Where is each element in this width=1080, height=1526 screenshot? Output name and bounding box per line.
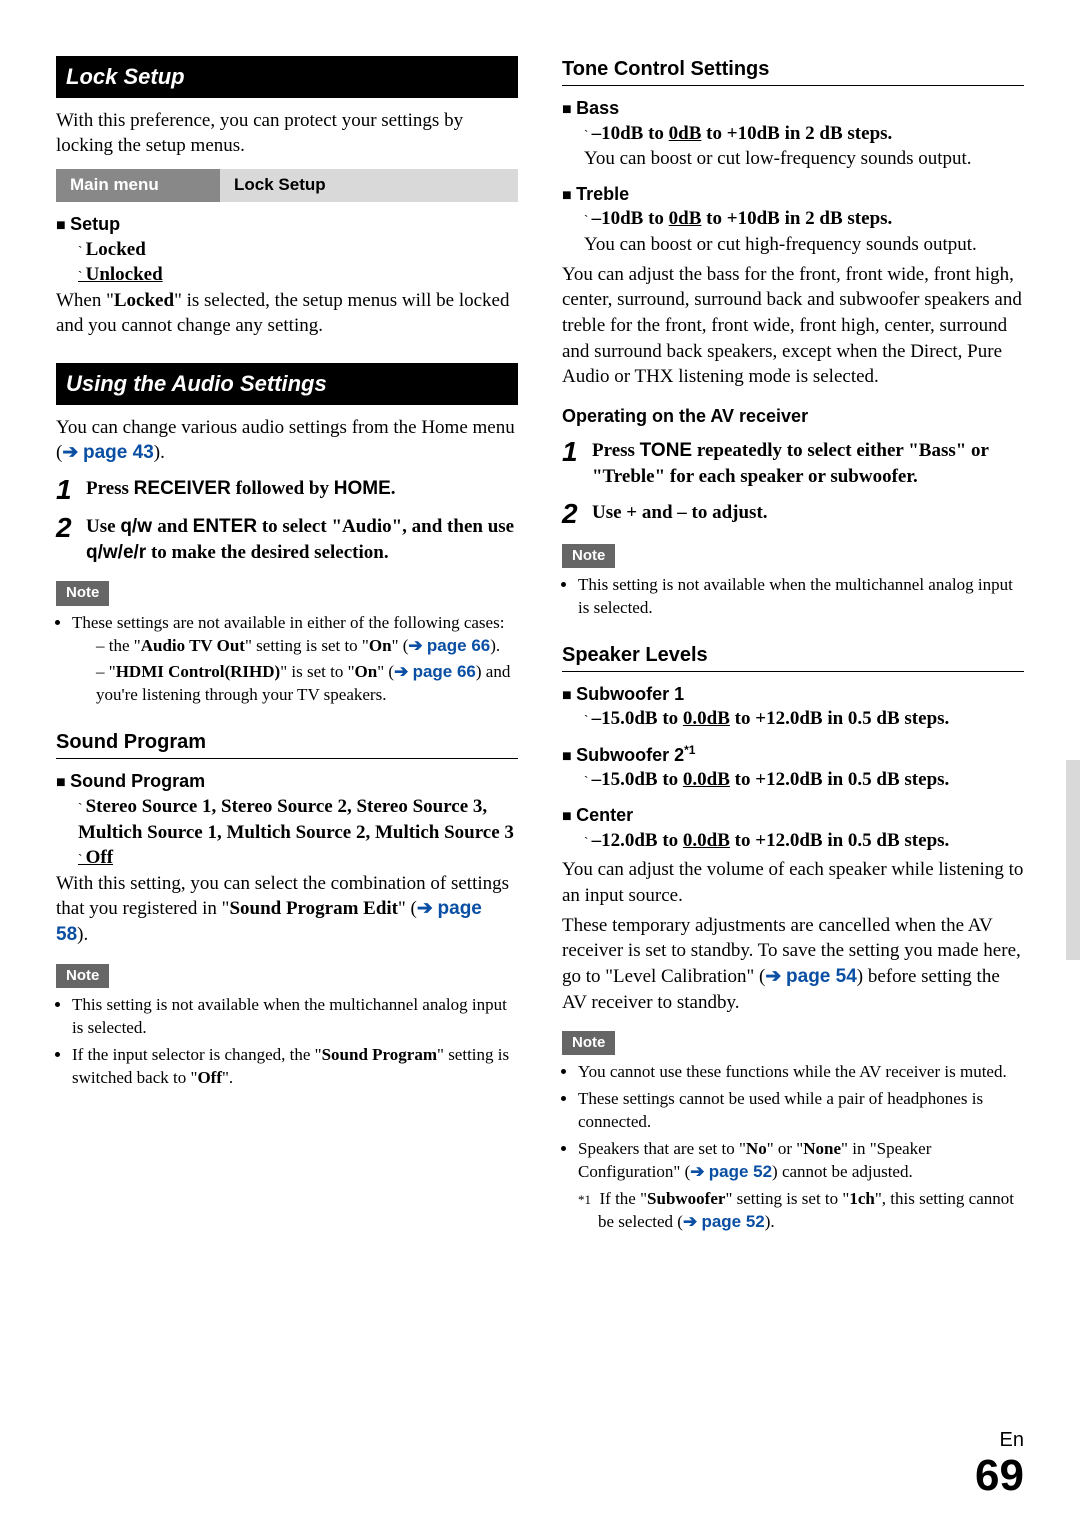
speaker-levels-head: Speaker Levels bbox=[562, 642, 1024, 672]
page-43-link[interactable]: page 43 bbox=[83, 442, 154, 463]
center-group: Center bbox=[562, 803, 1024, 828]
step-1-text: Press RECEIVER followed by HOME. bbox=[86, 476, 518, 502]
page-footer: En 69 bbox=[975, 1427, 1024, 1498]
spk-para-2: These temporary adjustments are cancelle… bbox=[562, 913, 1024, 1016]
treble-desc: You can boost or cut high-frequency soun… bbox=[584, 232, 1024, 258]
page-54-link[interactable]: page 54 bbox=[786, 966, 857, 987]
page-66-link-1[interactable]: page 66 bbox=[427, 636, 490, 655]
setup-group: Setup bbox=[56, 212, 518, 237]
sub1-group: Subwoofer 1 bbox=[562, 682, 1024, 707]
right-column: Tone Control Settings Bass –10dB to 0dB … bbox=[562, 56, 1024, 1234]
tone-para: You can adjust the bass for the front, f… bbox=[562, 262, 1024, 390]
sub1-range: –15.0dB to 0.0dB to +12.0dB in 0.5 dB st… bbox=[584, 706, 1024, 732]
spk-para-1: You can adjust the volume of each speake… bbox=[562, 857, 1024, 908]
note-label-2: Note bbox=[56, 964, 109, 988]
step-1: 1 Press RECEIVER followed by HOME. bbox=[56, 476, 518, 504]
side-tab bbox=[1066, 760, 1080, 960]
op-step-2: 2 Use + and – to adjust. bbox=[562, 500, 1024, 528]
bass-group: Bass bbox=[562, 96, 1024, 121]
bass-desc: You can boost or cut low-frequency sound… bbox=[584, 146, 1024, 172]
treble-range: –10dB to 0dB to +10dB in 2 dB steps. bbox=[584, 206, 1024, 232]
lock-intro: With this preference, you can protect yo… bbox=[56, 108, 518, 159]
page-52-link-1[interactable]: page 52 bbox=[709, 1162, 772, 1181]
step-2: 2 Use q/w and ENTER to select "Audio", a… bbox=[56, 514, 518, 565]
lang-label: En bbox=[975, 1427, 1024, 1454]
sound-program-options: Stereo Source 1, Stereo Source 2, Stereo… bbox=[78, 794, 518, 845]
page-52-link-2[interactable]: page 52 bbox=[701, 1212, 764, 1231]
note-label-3: Note bbox=[562, 544, 615, 568]
left-column: Lock Setup With this preference, you can… bbox=[56, 56, 518, 1234]
page-66-link-2[interactable]: page 66 bbox=[413, 662, 476, 681]
speaker-notes: You cannot use these functions while the… bbox=[562, 1061, 1024, 1184]
page-number: 69 bbox=[975, 1451, 1024, 1500]
audio-notes: These settings are not available in eith… bbox=[56, 612, 518, 708]
tone-control-head: Tone Control Settings bbox=[562, 56, 1024, 86]
center-range: –12.0dB to 0.0dB to +12.0dB in 0.5 dB st… bbox=[584, 828, 1024, 854]
sub2-group: Subwoofer 2*1 bbox=[562, 742, 1024, 768]
step-2-text: Use q/w and ENTER to select "Audio", and… bbox=[86, 514, 518, 565]
menu-bar: Main menu Lock Setup bbox=[56, 169, 518, 202]
unlocked-option: Unlocked bbox=[78, 262, 518, 288]
bass-range: –10dB to 0dB to +10dB in 2 dB steps. bbox=[584, 121, 1024, 147]
step-num-2: 2 bbox=[56, 514, 86, 542]
treble-group: Treble bbox=[562, 182, 1024, 207]
off-option: Off bbox=[78, 845, 518, 871]
sound-program-para: With this setting, you can select the co… bbox=[56, 871, 518, 948]
sound-program-group: Sound Program bbox=[56, 769, 518, 794]
note-label-4: Note bbox=[562, 1031, 615, 1055]
sound-program-notes: This setting is not available when the m… bbox=[56, 994, 518, 1090]
main-menu-label: Main menu bbox=[56, 169, 220, 202]
locked-option: Locked bbox=[78, 237, 518, 263]
op-step-1: 1 Press TONE repeatedly to select either… bbox=[562, 438, 1024, 489]
lock-setup-banner: Lock Setup bbox=[56, 56, 518, 98]
lock-setup-tab: Lock Setup bbox=[220, 169, 518, 202]
audio-settings-banner: Using the Audio Settings bbox=[56, 363, 518, 405]
audio-intro: You can change various audio settings fr… bbox=[56, 415, 518, 466]
step-num-1: 1 bbox=[56, 476, 86, 504]
operating-head: Operating on the AV receiver bbox=[562, 404, 1024, 428]
tone-notes: This setting is not available when the m… bbox=[562, 574, 1024, 620]
sub2-range: –15.0dB to 0.0dB to +12.0dB in 0.5 dB st… bbox=[584, 767, 1024, 793]
sound-program-head: Sound Program bbox=[56, 729, 518, 759]
footnote-1: *1 If the "Subwoofer" setting is set to … bbox=[582, 1188, 1024, 1234]
note-label-1: Note bbox=[56, 581, 109, 605]
lock-when-text: When "Locked" is selected, the setup men… bbox=[56, 288, 518, 339]
